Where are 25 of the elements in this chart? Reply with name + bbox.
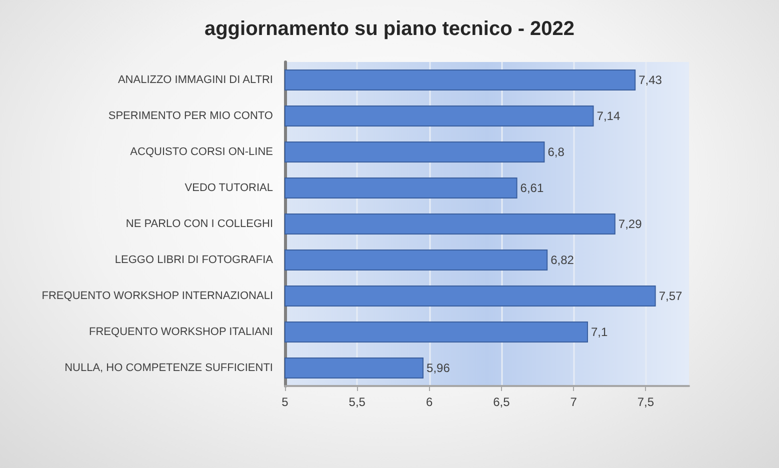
data-label: 6,61 [520,181,544,195]
x-tick-label: 7 [570,395,578,409]
y-tick-label: NE PARLO CON I COLLEGHI [126,218,273,230]
data-label: 5,96 [426,361,450,375]
x-tick-label: 7,5 [637,395,654,409]
y-tick-label: FREQUENTO WORKSHOP INTERNAZIONALI [42,290,273,302]
x-tick-label: 5,5 [348,395,366,409]
y-tick-label: NULLA, HO COMPETENZE SUFFICIENTI [64,362,273,374]
x-tick-label: 6 [426,395,433,409]
y-tick-label: FREQUENTO WORKSHOP ITALIANI [89,326,273,338]
data-label: 6,8 [548,145,565,159]
chart-title: aggiornamento su piano tecnico - 2022 [204,18,575,40]
data-label: 7,43 [638,73,662,87]
data-label: 7,14 [596,109,620,123]
data-label: 7,1 [591,325,608,339]
y-tick-label: ACQUISTO CORSI ON-LINE [130,146,273,158]
data-label: 7,29 [618,217,642,231]
x-tick-label: 5 [282,395,289,409]
x-tick-label: 6,5 [493,395,510,409]
y-tick-label: SPERIMENTO PER MIO CONTO [108,110,274,122]
data-label: 6,82 [550,253,574,267]
y-tick-label: ANALIZZO IMMAGINI DI ALTRI [118,74,273,86]
y-tick-label: LEGGO LIBRI DI FOTOGRAFIA [114,254,274,266]
data-label: 7,57 [658,289,682,303]
y-tick-label: VEDO TUTORIAL [184,182,273,194]
